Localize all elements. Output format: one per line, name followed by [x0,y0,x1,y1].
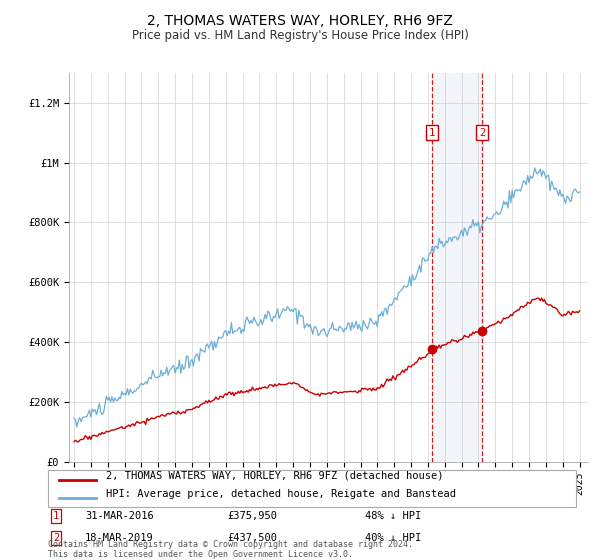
Text: 2: 2 [479,128,485,138]
Text: 2, THOMAS WATERS WAY, HORLEY, RH6 9FZ: 2, THOMAS WATERS WAY, HORLEY, RH6 9FZ [147,14,453,28]
Text: 18-MAR-2019: 18-MAR-2019 [85,533,154,543]
Text: Contains HM Land Registry data © Crown copyright and database right 2024.
This d: Contains HM Land Registry data © Crown c… [48,540,413,559]
Text: 40% ↓ HPI: 40% ↓ HPI [365,533,421,543]
Text: £437,500: £437,500 [227,533,278,543]
Text: 48% ↓ HPI: 48% ↓ HPI [365,511,421,521]
Text: HPI: Average price, detached house, Reigate and Banstead: HPI: Average price, detached house, Reig… [106,489,456,499]
Text: 1: 1 [429,128,435,138]
Text: £375,950: £375,950 [227,511,278,521]
Bar [432,73,482,462]
Text: Price paid vs. HM Land Registry's House Price Index (HPI): Price paid vs. HM Land Registry's House … [131,29,469,42]
Text: 31-MAR-2016: 31-MAR-2016 [85,511,154,521]
Text: 1: 1 [53,511,59,521]
Text: 2, THOMAS WATERS WAY, HORLEY, RH6 9FZ (detached house): 2, THOMAS WATERS WAY, HORLEY, RH6 9FZ (d… [106,470,443,480]
FancyBboxPatch shape [48,470,576,507]
Text: 2: 2 [53,533,59,543]
